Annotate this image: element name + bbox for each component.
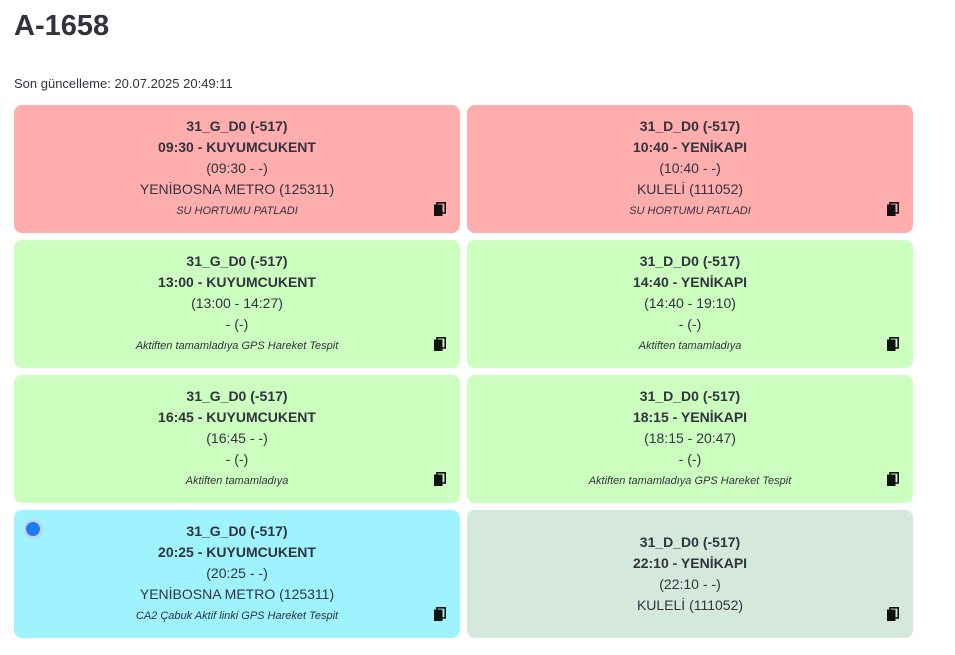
stop: - (-) — [678, 316, 702, 332]
departure: 09:30 - KUYUMCUKENT — [158, 139, 316, 155]
route: 31_G_D0 (-517) — [186, 388, 288, 404]
route: 31_G_D0 (-517) — [186, 253, 288, 269]
route: 31_G_D0 (-517) — [186, 118, 288, 134]
route: 31_D_D0 (-517) — [639, 253, 741, 269]
time-range: (20:25 - -) — [206, 565, 268, 581]
note: Aktiften tamamladıya GPS Hareket Tespit — [135, 340, 339, 352]
trip-card[interactable]: 31_D_D0 (-517) 10:40 - YENİKAPI (10:40 - -… — [467, 105, 913, 233]
trip-card[interactable]: 31_G_D0 (-517) 20:25 - KUYUMCUKENT (20:25 … — [14, 510, 460, 638]
time-range: (10:40 - -) — [659, 160, 721, 176]
departure: 22:10 - YENİKAPI — [632, 555, 748, 571]
trip-card[interactable]: 31_D_D0 (-517) 14:40 - YENİKAPI (14:40 - 1… — [467, 240, 913, 368]
copy-button[interactable] — [434, 201, 446, 216]
copy-button[interactable] — [434, 606, 446, 621]
stop: YENİBOSNA METRO (125311) — [139, 586, 335, 602]
status-dot — [26, 522, 40, 536]
departure: 14:40 - YENİKAPI — [632, 274, 748, 290]
note: SU HORTUMU PATLADI — [176, 205, 298, 217]
time-range: (13:00 - 14:27) — [191, 295, 283, 311]
departure: 18:15 - YENİKAPI — [632, 409, 748, 425]
note: Aktiften tamamladıya GPS Hareket Tespit — [588, 475, 792, 487]
stop: KULELİ (111052) — [636, 597, 744, 613]
copy-icon[interactable] — [434, 202, 446, 216]
card-grid: 31_G_D0 (-517) 09:30 - KUYUMCUKENT (09:30 … — [14, 105, 913, 638]
route: 31_D_D0 (-517) — [639, 118, 741, 134]
copy-button[interactable] — [887, 336, 899, 351]
stop: - (-) — [678, 451, 702, 467]
stop: - (-) — [225, 451, 249, 467]
route: 31_D_D0 (-517) — [639, 534, 741, 550]
page-title: A-1658 — [14, 10, 110, 42]
time-range: (14:40 - 19:10) — [644, 295, 736, 311]
stop: YENİBOSNA METRO (125311) — [139, 181, 335, 197]
departure: 13:00 - KUYUMCUKENT — [158, 274, 316, 290]
trip-card[interactable]: 31_D_D0 (-517) 22:10 - YENİKAPI (22:10 - -… — [467, 510, 913, 638]
trip-card[interactable]: 31_G_D0 (-517) 13:00 - KUYUMCUKENT (13:00 … — [14, 240, 460, 368]
copy-button[interactable] — [887, 471, 899, 486]
trip-card[interactable]: 31_G_D0 (-517) 16:45 - KUYUMCUKENT (16:45 … — [14, 375, 460, 503]
copy-icon[interactable] — [887, 337, 899, 351]
copy-button[interactable] — [434, 336, 446, 351]
note: Aktiften tamamladıya — [638, 340, 742, 352]
time-range: (09:30 - -) — [206, 160, 268, 176]
note: SU HORTUMU PATLADI — [629, 205, 751, 217]
stop: KULELİ (111052) — [636, 181, 744, 197]
route: 31_D_D0 (-517) — [639, 388, 741, 404]
copy-icon[interactable] — [887, 202, 899, 216]
route: 31_G_D0 (-517) — [186, 523, 288, 539]
time-range: (18:15 - 20:47) — [644, 430, 736, 446]
copy-button[interactable] — [887, 606, 899, 621]
last-updated: Son güncelleme: 20.07.2025 20:49:11 — [14, 76, 233, 91]
trip-card[interactable]: 31_D_D0 (-517) 18:15 - YENİKAPI (18:15 - 2… — [467, 375, 913, 503]
copy-icon[interactable] — [887, 472, 899, 486]
departure: 10:40 - YENİKAPI — [632, 139, 748, 155]
trip-card[interactable]: 31_G_D0 (-517) 09:30 - KUYUMCUKENT (09:30 … — [14, 105, 460, 233]
copy-icon[interactable] — [434, 607, 446, 621]
time-range: (16:45 - -) — [206, 430, 268, 446]
departure: 20:25 - KUYUMCUKENT — [158, 544, 316, 560]
copy-icon[interactable] — [887, 607, 899, 621]
time-range: (22:10 - -) — [659, 576, 721, 592]
copy-button[interactable] — [434, 471, 446, 486]
copy-icon[interactable] — [434, 337, 446, 351]
departure: 16:45 - KUYUMCUKENT — [158, 409, 316, 425]
note: Aktiften tamamladıya — [185, 475, 289, 487]
note: CA2 Çabuk Aktif linki GPS Hareket Tespit — [135, 610, 339, 622]
copy-icon[interactable] — [434, 472, 446, 486]
stop: - (-) — [225, 316, 249, 332]
copy-button[interactable] — [887, 201, 899, 216]
